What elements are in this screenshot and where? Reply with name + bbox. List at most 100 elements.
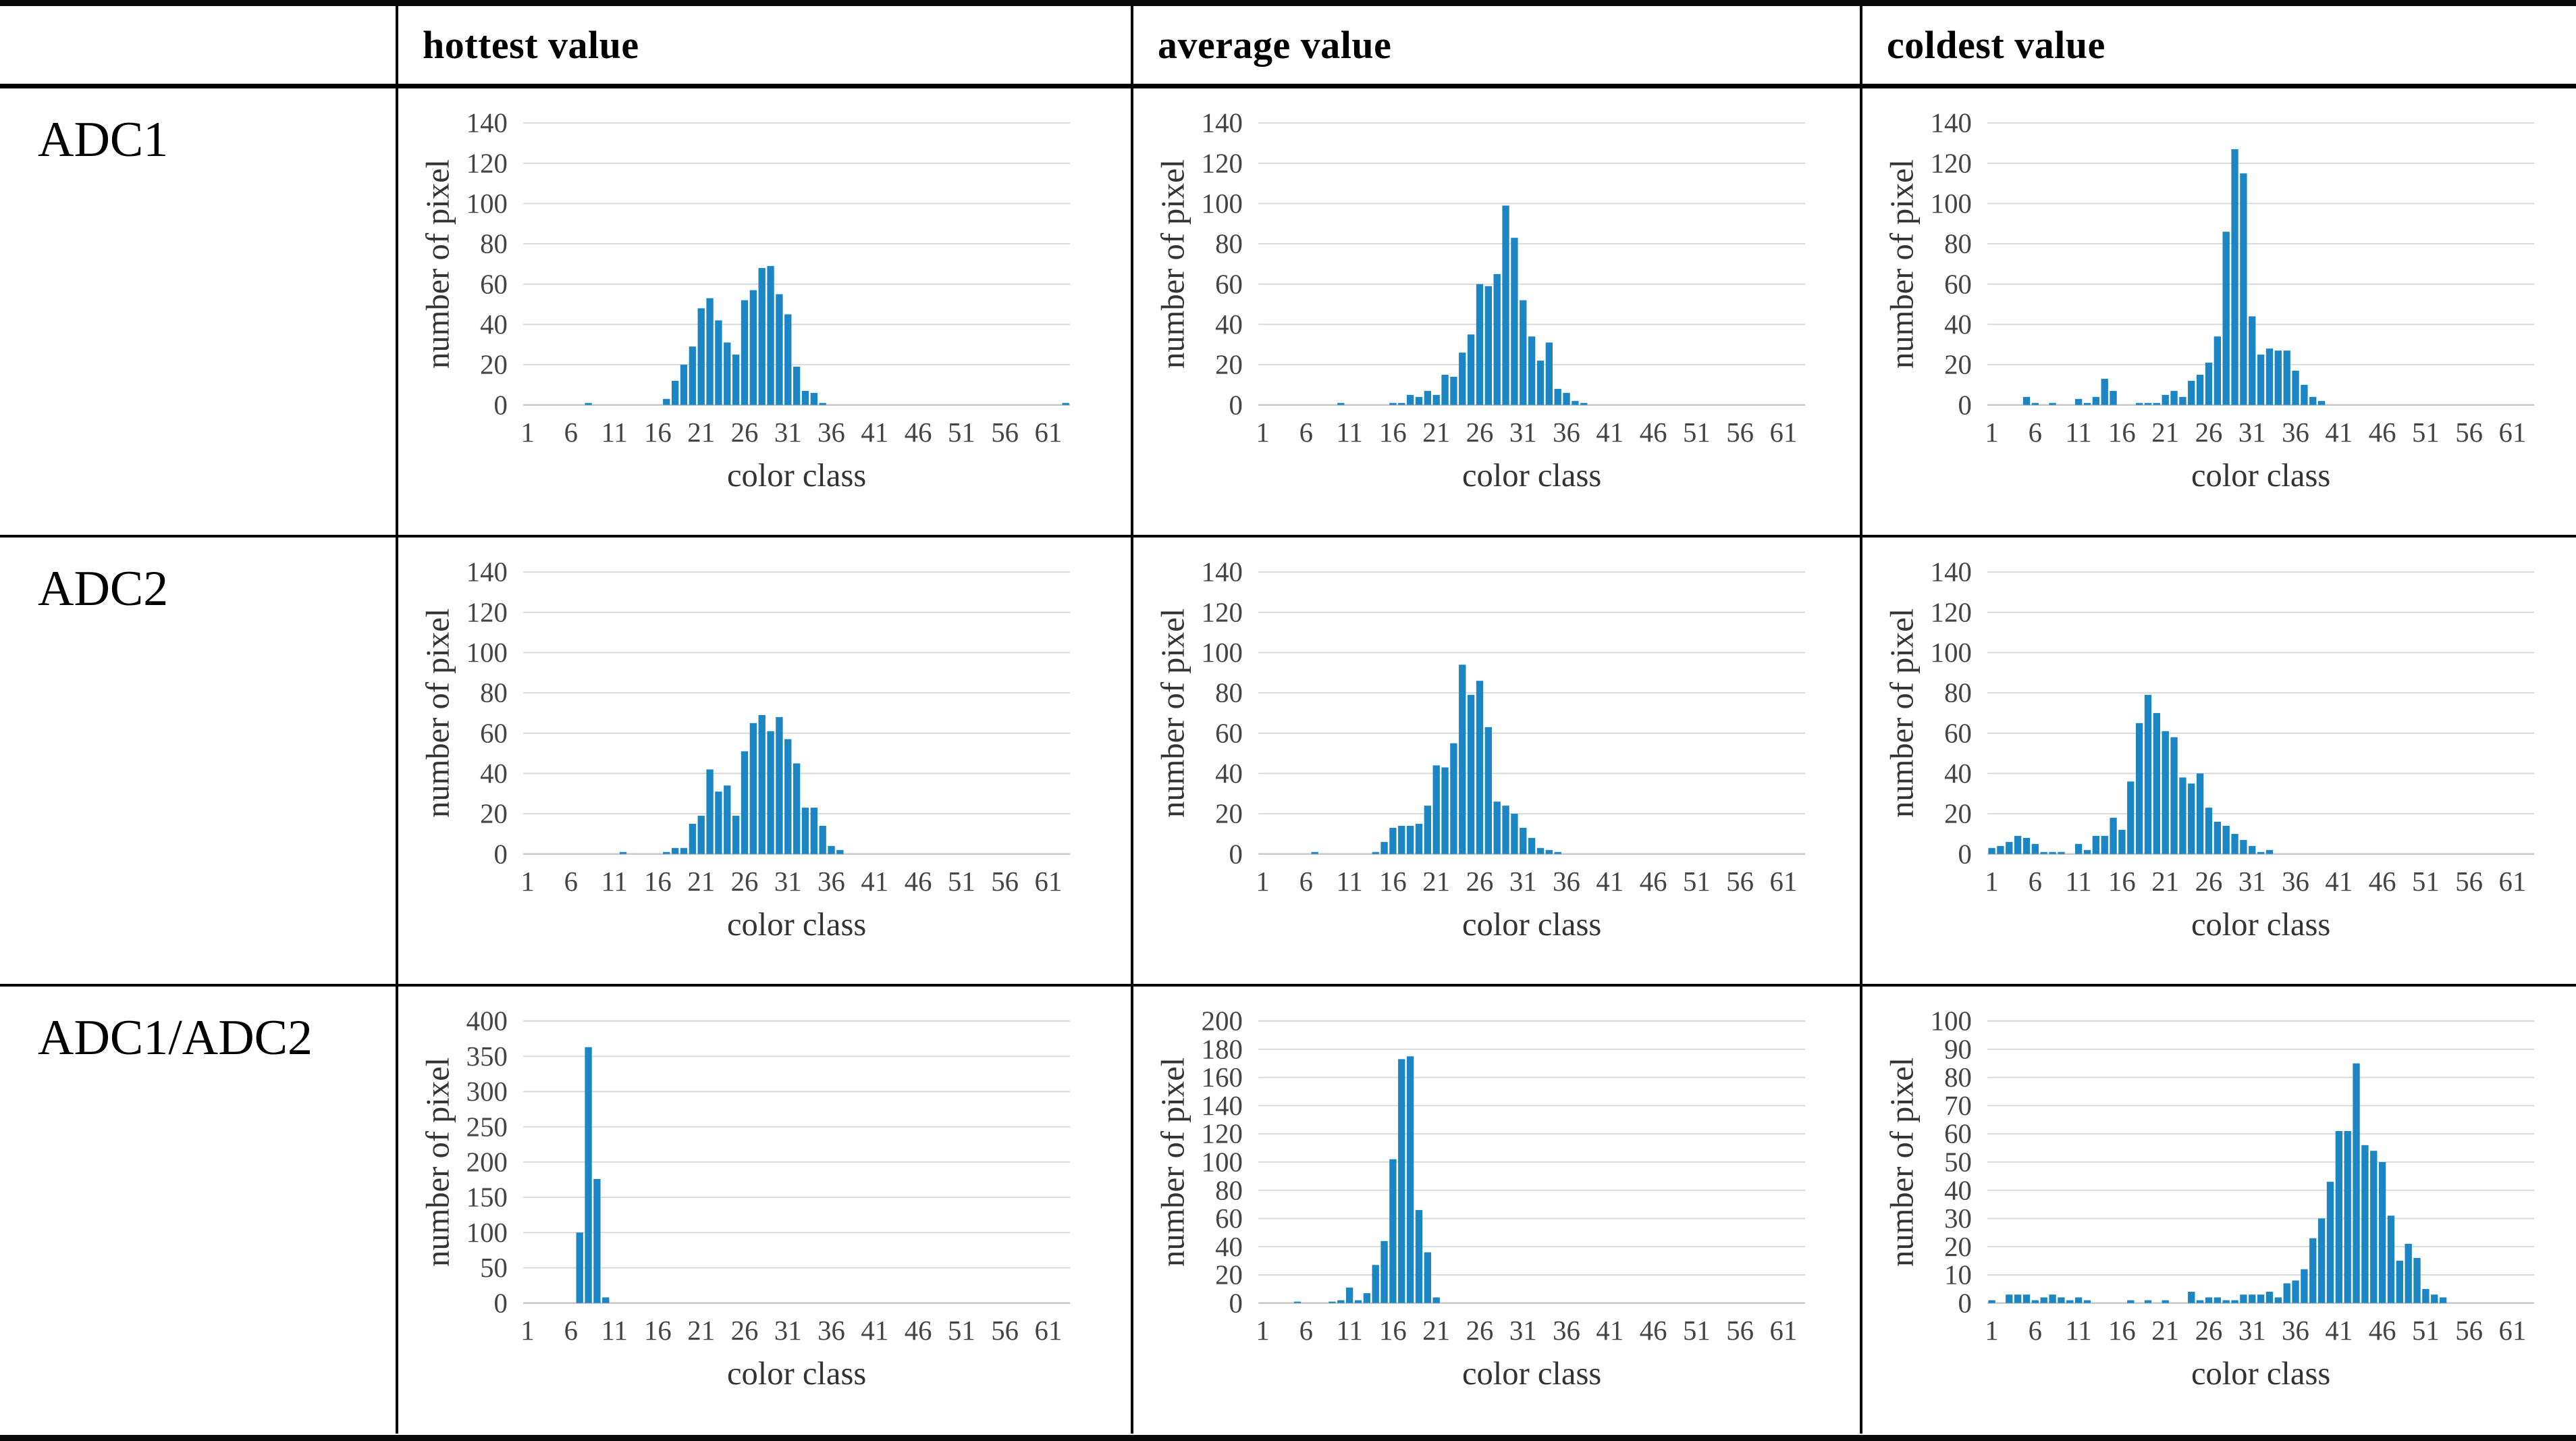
row-label-text: ADC1/ADC2 — [38, 1010, 313, 1066]
x-tick-label: 31 — [1509, 417, 1537, 448]
y-axis-title: number of pixel — [1883, 608, 1920, 818]
histogram-bar — [2162, 394, 2169, 405]
x-tick-label: 56 — [991, 417, 1019, 448]
histogram-bar — [1380, 841, 1388, 854]
x-tick-label: 41 — [1596, 1315, 1624, 1346]
histogram-bar — [2301, 384, 2308, 405]
x-tick-label: 31 — [1509, 866, 1537, 897]
histogram-bar — [1528, 837, 1536, 854]
x-tick-label: 61 — [2499, 1315, 2527, 1346]
histogram-bar — [2222, 232, 2230, 405]
histogram-bar — [749, 723, 757, 854]
x-tick-label: 61 — [2499, 866, 2527, 897]
x-tick-label: 11 — [2066, 1315, 2092, 1346]
histogram-bar — [2031, 843, 2039, 854]
histogram-bar — [2101, 835, 2108, 854]
histogram-bar — [1520, 300, 1527, 405]
x-tick-label: 51 — [1683, 417, 1711, 448]
y-tick-label: 100 — [466, 637, 508, 668]
histogram-bar — [801, 390, 809, 405]
histogram-bar — [767, 731, 774, 854]
y-axis-title: number of pixel — [1154, 608, 1191, 818]
y-tick-label: 0 — [1229, 839, 1242, 869]
x-tick-label: 16 — [1379, 866, 1407, 897]
x-axis-title: color class — [727, 457, 866, 493]
y-tick-label: 100 — [466, 188, 508, 219]
x-tick-label: 11 — [2066, 866, 2092, 897]
histogram-bar — [2188, 783, 2195, 854]
y-tick-label: 120 — [466, 148, 508, 178]
x-tick-label: 16 — [644, 866, 672, 897]
histogram-bar — [2049, 852, 2056, 854]
histogram-bar — [2066, 1300, 2074, 1303]
histogram-bar — [1572, 400, 1579, 405]
y-tick-label: 0 — [1958, 390, 1971, 420]
x-tick-label: 21 — [2151, 417, 2179, 448]
histogram-bar — [1441, 374, 1449, 405]
histogram-bar — [2127, 1300, 2135, 1303]
y-tick-label: 100 — [1931, 1006, 1972, 1037]
x-tick-label: 36 — [817, 866, 845, 897]
x-tick-label: 46 — [1640, 1315, 1667, 1346]
histogram-bar — [697, 816, 705, 854]
x-tick-label: 6 — [564, 1315, 578, 1346]
histogram-bar — [2249, 316, 2256, 405]
x-tick-label: 26 — [2195, 417, 2223, 448]
histogram-bar — [2058, 1297, 2065, 1303]
histogram-bar — [732, 816, 740, 854]
x-tick-label: 11 — [1337, 866, 1363, 897]
histogram-bar — [593, 1178, 601, 1303]
histogram-bar — [2162, 1300, 2169, 1303]
histogram-bar — [2006, 1294, 2013, 1303]
x-tick-label: 46 — [905, 866, 932, 897]
x-tick-label: 46 — [905, 417, 932, 448]
x-tick-label: 26 — [731, 417, 759, 448]
histogram-bar — [1293, 1301, 1302, 1303]
x-axis-title: color class — [727, 1355, 866, 1391]
histogram-bar — [1493, 273, 1501, 405]
histogram-bar — [2222, 825, 2230, 854]
y-axis-title: number of pixel — [419, 159, 456, 369]
y-tick-label: 10 — [1944, 1260, 1972, 1290]
x-axis-title: color class — [2191, 1355, 2330, 1391]
y-axis-title: number of pixel — [419, 608, 456, 818]
y-tick-label: 350 — [466, 1041, 508, 1072]
x-tick-label: 6 — [564, 417, 578, 448]
histogram-bar — [2153, 712, 2161, 854]
histogram-bar — [619, 852, 627, 854]
y-tick-label: 70 — [1944, 1091, 1972, 1121]
y-tick-label: 160 — [1202, 1062, 1243, 1093]
histogram-bar — [2006, 841, 2013, 854]
y-tick-label: 40 — [480, 758, 508, 789]
histogram-bar — [2361, 1145, 2369, 1303]
x-tick-label: 56 — [991, 1315, 1019, 1346]
x-axis-title: color class — [1462, 457, 1601, 493]
y-tick-label: 120 — [1931, 597, 1972, 627]
y-tick-label: 140 — [1202, 557, 1243, 587]
x-tick-label: 21 — [1422, 1315, 1450, 1346]
x-tick-label: 11 — [601, 417, 628, 448]
histogram-bar — [1372, 852, 1379, 854]
x-tick-label: 26 — [2195, 866, 2223, 897]
histogram-bar — [2213, 1297, 2222, 1303]
histogram-bar — [2231, 1300, 2238, 1303]
histogram-bar — [2283, 350, 2290, 405]
histogram-bar — [1424, 390, 1432, 405]
y-axis-title: number of pixel — [419, 1057, 456, 1267]
histogram-bar — [724, 342, 731, 405]
histogram-bar — [1467, 334, 1475, 405]
histogram-bar — [2265, 348, 2274, 405]
y-tick-label: 50 — [1944, 1147, 1972, 1178]
x-tick-label: 6 — [2029, 417, 2042, 448]
histogram-bar — [1450, 743, 1457, 854]
histogram-bar — [2249, 1294, 2256, 1303]
y-axis-title: number of pixel — [1154, 1057, 1191, 1267]
x-tick-label: 46 — [2369, 866, 2396, 897]
histogram-bar — [2135, 402, 2143, 405]
histogram-bar — [1389, 402, 1397, 405]
histogram-bar — [2135, 723, 2143, 854]
histogram-bar — [1424, 1252, 1432, 1303]
x-tick-label: 41 — [861, 417, 888, 448]
y-tick-label: 100 — [1931, 188, 1972, 219]
